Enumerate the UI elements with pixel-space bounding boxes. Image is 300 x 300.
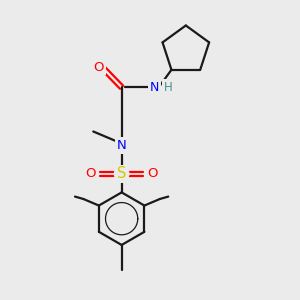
- Text: O: O: [85, 167, 95, 180]
- Circle shape: [115, 167, 129, 181]
- Text: O: O: [94, 61, 104, 74]
- Text: S: S: [117, 167, 126, 182]
- Text: N: N: [150, 81, 159, 94]
- Text: O: O: [148, 167, 158, 180]
- Text: H: H: [164, 81, 172, 94]
- Text: N: N: [117, 139, 127, 152]
